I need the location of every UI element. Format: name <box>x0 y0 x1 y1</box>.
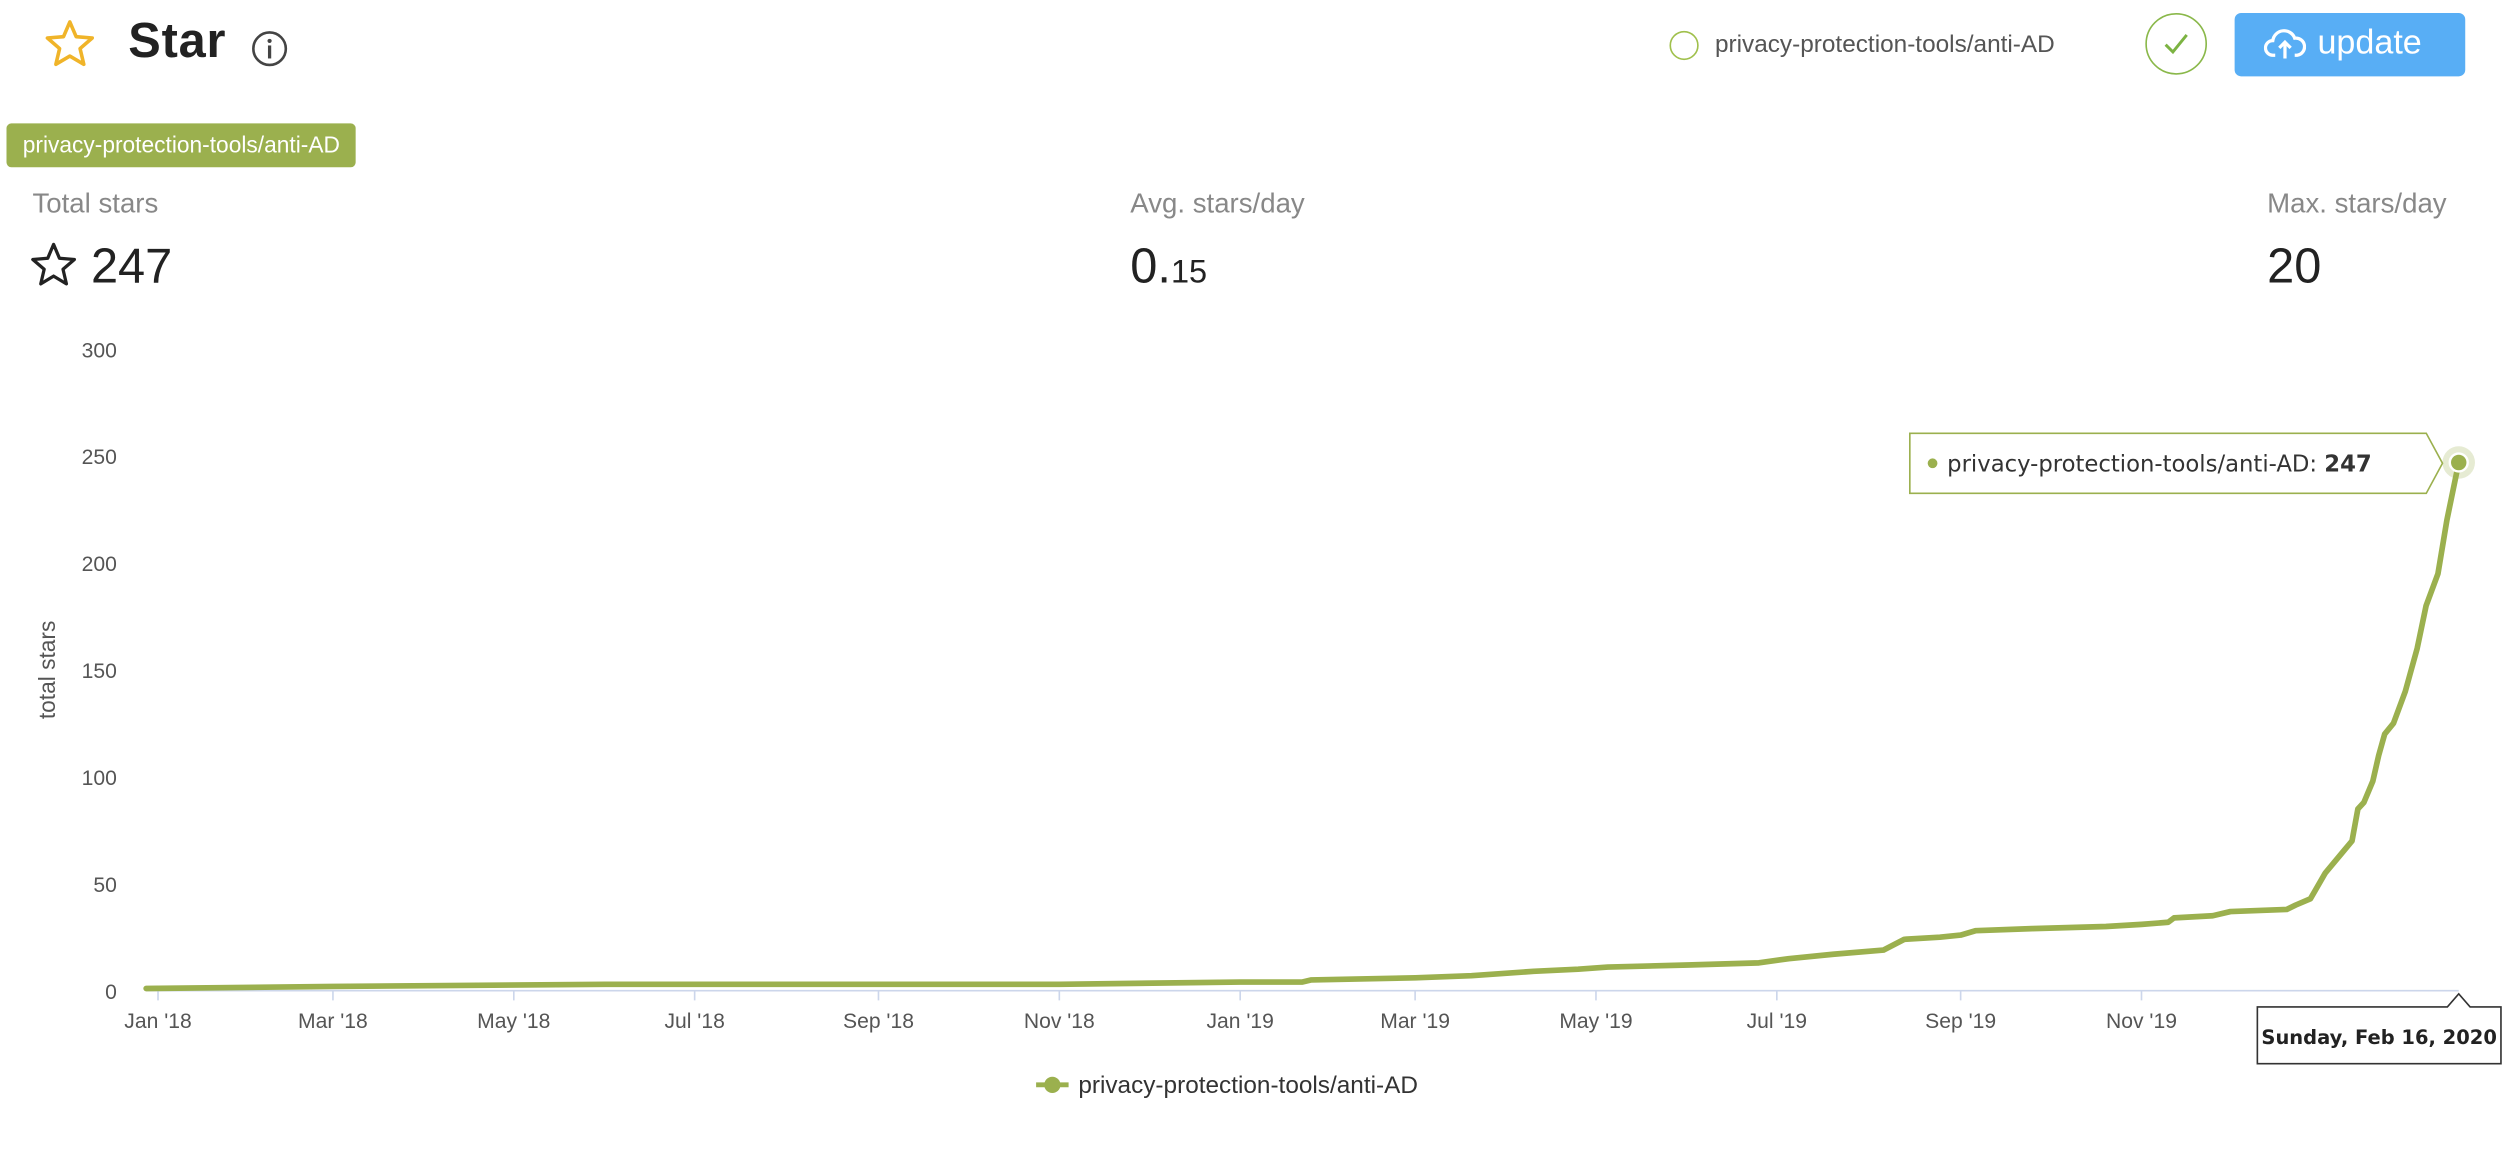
max-stars-value: 20 <box>2267 240 2322 294</box>
total-stars-label: Total stars <box>32 188 159 220</box>
x-tick-label: May '18 <box>477 1010 550 1033</box>
tooltip-series: privacy-protection-tools/anti-AD: <box>1947 451 2324 477</box>
avg-stars-value: 0.15 <box>1130 240 1207 295</box>
cloud-upload-icon <box>2263 29 2307 59</box>
x-tick-label: Sep '18 <box>843 1010 914 1033</box>
repo-tag: privacy-protection-tools/anti-AD <box>6 123 357 168</box>
y-tick-label: 100 <box>82 767 117 790</box>
x-tick-label: Nov '18 <box>1024 1010 1095 1033</box>
tooltip-text: privacy-protection-tools/anti-AD: 247 <box>1947 451 2372 477</box>
y-axis-title: total stars <box>34 621 60 720</box>
tooltip-value: 247 <box>2324 451 2371 477</box>
update-button-label: update <box>2317 24 2422 62</box>
update-button[interactable]: update <box>2234 12 2466 77</box>
page-title: Star <box>128 14 227 69</box>
date-tooltip-text: Sunday, Feb 16, 2020 <box>2261 1026 2496 1049</box>
x-tick-label: Jan '18 <box>124 1010 191 1033</box>
check-icon <box>2164 33 2188 55</box>
avg-stars-int: 0. <box>1130 240 1171 294</box>
y-tick-label: 200 <box>82 553 117 576</box>
confirm-check-button[interactable] <box>2145 12 2208 75</box>
star-icon <box>31 242 77 286</box>
x-tick-label: Mar '19 <box>1380 1010 1450 1033</box>
y-tick-label: 50 <box>93 874 116 897</box>
total-stars-value: 247 <box>90 240 173 294</box>
header: Star privacy-protection-tools/anti-AD up… <box>0 0 2514 94</box>
tooltip-box <box>1909 432 2444 495</box>
repo-option-label[interactable]: privacy-protection-tools/anti-AD <box>1714 30 2055 59</box>
info-icon[interactable] <box>250 29 289 68</box>
star-history-chart: 0 50 100 150 200 250 300 total stars Jan '18 Mar … <box>34 339 2502 1099</box>
x-tick-label: Jul '18 <box>664 1010 724 1033</box>
legend-label: privacy-protection-tools/anti-AD <box>1078 1072 1418 1099</box>
avg-stars-label: Avg. stars/day <box>1130 188 1305 220</box>
y-tick-label: 150 <box>82 660 117 683</box>
max-stars-label: Max. stars/day <box>2267 188 2447 220</box>
y-tick-label: 250 <box>82 446 117 469</box>
tooltip-marker <box>1927 458 1938 469</box>
star-outline-icon <box>45 20 95 67</box>
x-tick-label: Jan '19 <box>1206 1010 1273 1033</box>
repo-radio[interactable] <box>1669 30 1699 61</box>
x-tick-label: Jul '19 <box>1747 1010 1807 1033</box>
y-tick-label: 300 <box>82 339 117 362</box>
x-tick-label: Mar '18 <box>298 1010 368 1033</box>
series-line <box>143 459 2462 992</box>
y-tick-label: 0 <box>105 981 117 1004</box>
legend-marker <box>1044 1076 1061 1093</box>
data-point <box>2448 452 2469 473</box>
x-tick-label: May '19 <box>1559 1010 1632 1033</box>
x-tick-label: Nov '19 <box>2106 1010 2177 1033</box>
avg-stars-dec: 15 <box>1170 254 1208 291</box>
date-tooltip-box <box>2256 992 2502 1065</box>
x-tick-label: Sep '19 <box>1925 1010 1996 1033</box>
